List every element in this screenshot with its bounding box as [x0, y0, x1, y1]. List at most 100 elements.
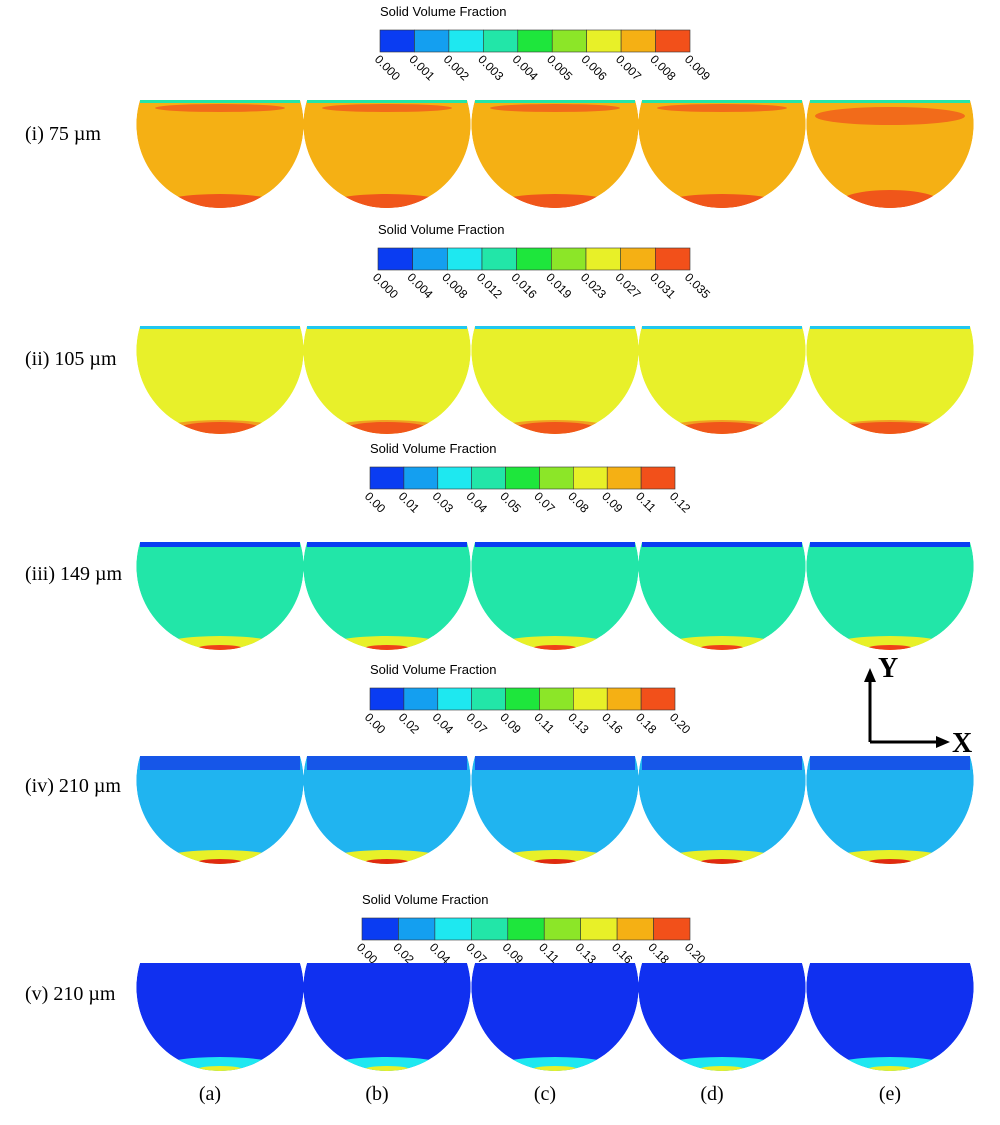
colorbar-title: Solid Volume Fraction [362, 892, 488, 907]
bottom-blob [700, 859, 744, 864]
plot-fill [136, 542, 304, 650]
bottom-blob [700, 1066, 744, 1071]
colorbar-tick-label: 0.00 [354, 940, 381, 967]
top-layer [307, 756, 467, 770]
colorbar-tick-label: 0.005 [544, 52, 575, 83]
top-layer [307, 326, 467, 329]
colorbar-segment [616, 917, 654, 941]
colorbar-title: Solid Volume Fraction [370, 441, 496, 456]
top-layer [140, 326, 300, 329]
colorbar-tick-label: 0.07 [464, 710, 491, 737]
bottom-blob [700, 645, 744, 650]
column-label: (b) [365, 1083, 388, 1105]
colorbar-segment [551, 247, 587, 271]
colorbar-segment [573, 466, 608, 490]
top-layer [475, 963, 635, 966]
colorbar-tick-label: 0.11 [536, 940, 562, 966]
colorbar-tick-label: 0.13 [573, 940, 600, 967]
colorbar-segment [379, 29, 415, 53]
bottom-blob [533, 859, 577, 865]
top-layer [810, 756, 970, 770]
contour-plot [638, 963, 806, 1071]
colorbar-tick-label: 0.20 [682, 940, 709, 967]
colorbar-segment [585, 247, 621, 271]
colorbar-tick-label: 0.035 [682, 270, 713, 301]
contour-plot [136, 963, 304, 1071]
bottom-blob [533, 645, 577, 651]
colorbar-tick-label: 0.04 [427, 940, 454, 967]
colorbar-tick-label: 0.008 [647, 52, 678, 83]
plot-fill [303, 100, 471, 209]
contour-plot [303, 326, 471, 435]
top-layer [475, 542, 635, 547]
bottom-blob [533, 1066, 577, 1072]
plot-fill [806, 326, 974, 435]
colorbar-segment [655, 247, 691, 271]
top-layer [307, 542, 467, 547]
column-label: (e) [879, 1083, 901, 1105]
colorbar-segment [471, 687, 506, 711]
colorbar-segment [437, 687, 472, 711]
colorbar-tick-label: 0.02 [396, 710, 423, 737]
row: (v) 210 µm Solid Volume Fraction 0.00 0.02 0… [25, 892, 974, 1072]
colorbar-tick-label: 0.009 [682, 52, 713, 83]
plot-fill [638, 542, 806, 650]
plot-fill [638, 326, 806, 434]
top-layer [307, 100, 467, 103]
colorbar-tick-label: 0.000 [372, 52, 403, 83]
top-layer [810, 542, 970, 547]
colorbar-segment [640, 687, 676, 711]
colorbar-segment [620, 29, 656, 53]
plot-fill [136, 100, 304, 209]
row-label: (v) 210 µm [25, 983, 116, 1005]
plot-fill [471, 542, 639, 651]
contour-plot [806, 963, 974, 1071]
x-arrowhead [936, 736, 950, 748]
top-layer [475, 100, 635, 103]
colorbar-tick-label: 0.027 [613, 270, 644, 301]
colorbar-segment [471, 917, 509, 941]
plot-fill [136, 756, 304, 864]
column-label: (d) [700, 1083, 723, 1105]
plot-fill [806, 100, 974, 209]
colorbar-tick-label: 0.16 [599, 710, 626, 737]
colorbar-segment [398, 917, 436, 941]
column-label: (c) [534, 1083, 556, 1105]
top-band [815, 107, 965, 125]
colorbar-tick-label: 0.11 [531, 710, 557, 736]
colorbar-title: Solid Volume Fraction [380, 4, 506, 19]
bottom-blob [682, 196, 762, 208]
row-label: (iv) 210 µm [25, 775, 121, 797]
colorbar-segment [551, 29, 587, 53]
colorbar-tick-label: 0.09 [599, 489, 626, 516]
colorbar-tick-label: 0.00 [362, 710, 389, 737]
plot-fill [471, 100, 639, 209]
colorbar-tick-label: 0.001 [406, 52, 437, 83]
contour-plot [303, 542, 471, 650]
colorbar-segment [412, 247, 448, 271]
contour-plot [806, 756, 974, 864]
bottom-blob [840, 422, 940, 434]
colorbar-segment [434, 917, 472, 941]
colorbar-segment [414, 29, 450, 53]
contour-plot [806, 326, 974, 435]
top-layer [140, 100, 300, 103]
colorbar-segment [369, 466, 405, 490]
top-layer [475, 326, 635, 329]
bottom-blob [868, 1066, 912, 1071]
colorbar-tick-label: 0.004 [405, 270, 436, 301]
colorbar-segment [447, 247, 483, 271]
plot-fill [136, 963, 304, 1071]
colorbar-tick-label: 0.031 [647, 270, 678, 301]
bottom-blob [515, 196, 595, 208]
colorbar-title: Solid Volume Fraction [370, 662, 496, 677]
top-layer [475, 756, 635, 770]
contour-plot [471, 542, 639, 651]
bottom-blob [515, 422, 595, 434]
colorbar-tick-label: 0.18 [633, 710, 660, 737]
colorbar-segment [403, 466, 439, 490]
contour-plot [136, 542, 304, 650]
colorbar-segment [437, 466, 472, 490]
colorbar-tick-label: 0.016 [509, 270, 540, 301]
plot-fill [303, 326, 471, 435]
